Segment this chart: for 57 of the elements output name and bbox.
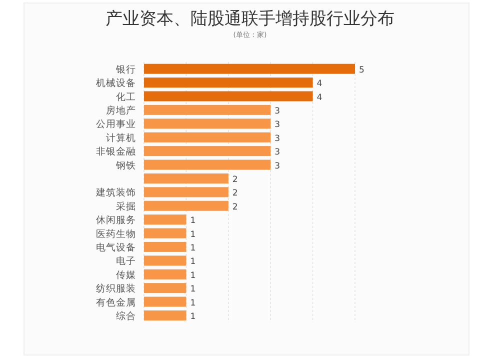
y-tick-label: 化工 [116, 90, 136, 103]
bar [144, 160, 271, 170]
y-tick-label: 电气设备 [96, 241, 136, 254]
bar [144, 283, 186, 294]
data-label: 1 [190, 230, 196, 240]
data-label: 2 [232, 174, 238, 185]
bar [144, 296, 186, 307]
data-label: 1 [190, 312, 196, 322]
y-tick-label: 公用事业 [96, 118, 136, 130]
y-tick-label: 综合 [116, 310, 136, 322]
data-label: 1 [190, 298, 196, 308]
y-tick-label: 钢铁 [115, 159, 136, 172]
bar [144, 228, 186, 238]
bar [144, 104, 271, 115]
bar [144, 187, 228, 198]
y-tick-label: 银行 [115, 64, 136, 76]
bar [144, 269, 186, 280]
y-tick-label: 休闲服务 [96, 214, 136, 226]
data-label: 1 [190, 284, 196, 295]
bar [144, 118, 271, 129]
chart-title: 产业资本、陆股通联手增持股行业分布 [106, 9, 394, 29]
y-tick-label: 医药生物 [96, 228, 136, 240]
bar [144, 214, 186, 225]
data-label: 4 [316, 79, 322, 90]
data-label: 1 [190, 243, 196, 254]
data-label: 3 [274, 134, 280, 144]
bar [144, 78, 313, 88]
bar [144, 146, 271, 156]
data-label: 3 [274, 120, 280, 130]
bar [144, 132, 271, 142]
y-tick-label: 建筑装饰 [95, 186, 136, 199]
data-label: 3 [274, 148, 280, 158]
data-label: 1 [190, 216, 196, 226]
bar [144, 256, 186, 266]
bar [144, 200, 228, 211]
data-label: 4 [316, 92, 322, 103]
y-tick-label: 有色金属 [96, 296, 136, 308]
bar [144, 310, 186, 320]
y-tick-label: 电子 [116, 255, 136, 268]
bar [144, 242, 186, 252]
y-tick-label: 采掘 [116, 200, 136, 212]
data-label: 5 [359, 65, 364, 76]
data-label: 3 [274, 161, 280, 172]
data-label: 1 [190, 257, 196, 268]
bar [144, 91, 313, 102]
bar [144, 173, 228, 184]
data-label: 2 [232, 202, 238, 212]
y-tick-label: 房地产 [106, 104, 136, 116]
data-label: 3 [274, 106, 280, 116]
y-tick-label: 纺织服装 [96, 282, 136, 295]
data-label: 2 [232, 188, 238, 199]
bar [144, 64, 355, 74]
y-tick-label: 传媒 [116, 270, 136, 281]
y-tick-label: 非银金融 [96, 146, 136, 158]
y-tick-label: 机械设备 [96, 77, 136, 90]
data-label: 1 [190, 270, 196, 281]
y-tick-label: 计算机 [106, 132, 136, 144]
